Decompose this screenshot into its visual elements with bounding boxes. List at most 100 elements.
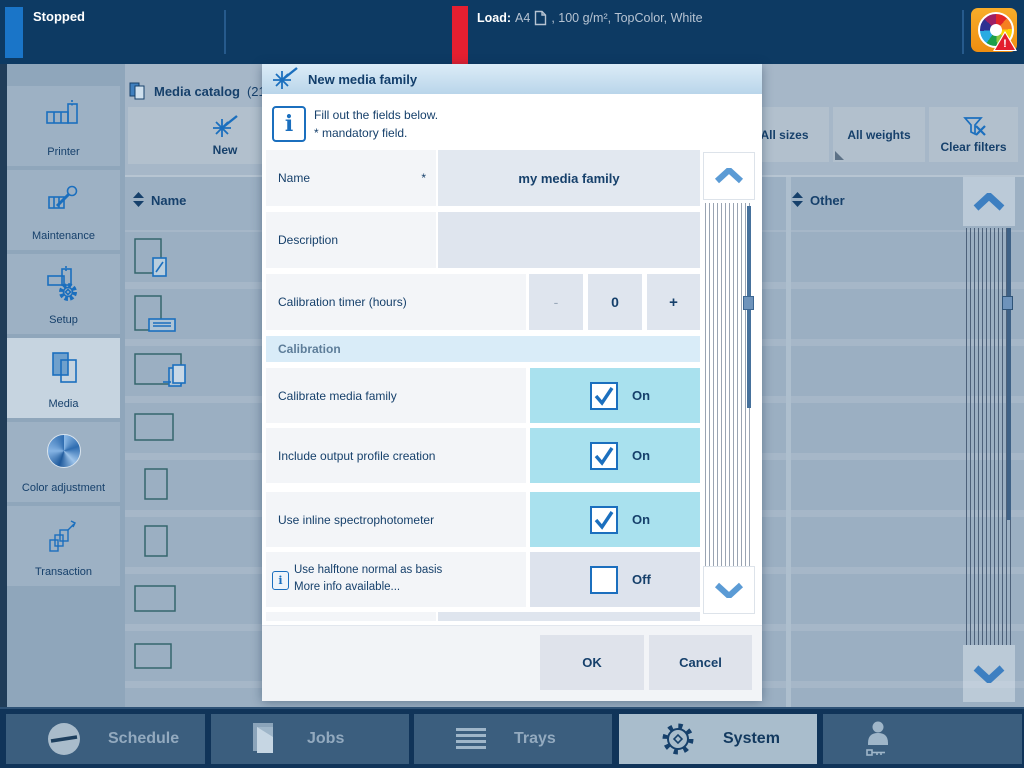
sidebar-edge [0,64,7,707]
sidebar-item-transaction[interactable]: Transaction [7,506,120,586]
sidebar-label: Maintenance [32,230,95,242]
load-info: Load: A4 , 100 g/m², TopColor, White [477,10,703,26]
load-alert-bar [452,6,468,64]
description-field-label: Description [266,212,436,268]
partial-row-label [266,612,436,621]
dropdown-corner-mark [835,151,844,160]
dialog-scrollbar-track[interactable] [705,203,753,566]
dialog-instruction: Fill out the fields below. [314,108,439,122]
color-adjustment-icon [7,434,120,468]
color-status-logo[interactable]: ! [971,8,1017,52]
sort-icon [133,192,144,207]
filter-label: All weights [847,127,911,142]
column-header-name[interactable]: Name [133,192,186,208]
name-field-value[interactable]: my media family [438,150,700,206]
status-accent-bar [5,7,23,58]
checkbox-checked[interactable] [590,506,618,534]
toggle-label-halftone-normal: i Use halftone normal as basis More info… [266,552,526,607]
user-login-button[interactable] [823,714,1022,764]
transaction-icon [7,518,120,554]
topbar-divider [224,10,226,54]
tab-schedule[interactable]: Schedule [6,714,205,764]
timer-decrement-button[interactable]: - [529,274,583,330]
table-scrollbar-thumb[interactable] [1007,228,1011,520]
check-icon [594,447,614,466]
chevron-up-icon [973,192,1005,211]
gear-icon [662,723,694,755]
tab-system[interactable]: System [619,714,817,764]
toggle-include-output-profile[interactable]: On [530,428,700,483]
load-media: A4 [515,11,531,25]
sidebar-item-printer[interactable]: Printer [7,86,120,166]
printer-icon [7,98,120,134]
media-type-icon-landscape [133,642,181,679]
timer-increment-button[interactable]: + [647,274,700,330]
toggle-inline-spectrophotometer[interactable]: On [530,492,700,547]
toggle-label-calibrate-media-family: Calibrate media family [266,368,526,423]
new-icon [213,114,238,137]
bottom-navigation-bar: Schedule Jobs Trays [0,707,1024,768]
mandatory-asterisk: * [421,171,426,185]
clear-filters-button[interactable]: Clear filters [929,107,1018,162]
maintenance-icon [7,182,120,218]
partial-row-value [438,612,700,621]
user-login-icon [866,721,888,756]
media-type-icon-letterhead [133,295,181,342]
toggle-calibrate-media-family[interactable]: On [530,368,700,423]
printer-status-text: Stopped [33,9,85,24]
column-label: Other [810,192,845,208]
tab-label: Jobs [307,730,345,747]
setup-icon [7,266,120,302]
tab-jobs[interactable]: Jobs [211,714,409,764]
toggle-halftone-normal[interactable]: Off [530,552,700,607]
toggle-label-include-output-profile: Include output profile creation [266,428,526,483]
info-icon[interactable]: i [272,571,289,590]
color-wheel-icon [978,12,1014,48]
filter-all-weights-button[interactable]: All weights [833,107,925,162]
media-catalog-icon [129,82,145,100]
chevron-down-icon [714,582,744,598]
dialog-scroll-up-button[interactable] [703,152,755,200]
dialog-scrollbar-grip[interactable] [743,296,754,310]
checkbox-unchecked[interactable] [590,566,618,594]
timer-value: 0 [588,274,642,330]
field-label: Name [278,171,311,185]
filter-label: All sizes [760,127,809,142]
more-info-link[interactable]: More info available... [294,581,401,593]
sidebar-item-media[interactable]: Media [7,338,120,418]
name-field-label: Name * [266,150,436,206]
table-scrollbar-grip[interactable] [1002,296,1013,310]
description-field-value[interactable] [438,212,700,268]
toggle-state: On [632,448,651,463]
table-scroll-up-button[interactable] [963,177,1015,226]
media-type-icon-tabs [133,352,193,399]
info-icon: i [272,106,306,142]
sidebar-item-color-adjustment[interactable]: Color adjustment [7,422,120,502]
column-divider [786,177,791,707]
dialog-scroll-down-button[interactable] [703,566,755,614]
tab-trays[interactable]: Trays [414,714,612,764]
sidebar-label: Setup [49,314,78,326]
table-scroll-down-button[interactable] [963,645,1015,702]
topbar-divider-right [962,10,964,54]
new-icon [273,67,298,89]
table-scrollbar-track[interactable] [966,228,1012,645]
tab-label: System [723,730,780,747]
checkbox-checked[interactable] [590,442,618,470]
tab-label: Schedule [108,730,180,747]
sidebar-label: Transaction [34,566,93,578]
media-type-icon-portrait [143,524,173,569]
checkbox-checked[interactable] [590,382,618,410]
sidebar-item-maintenance[interactable]: Maintenance [7,170,120,250]
sidebar-item-setup[interactable]: Setup [7,254,120,334]
load-details: , 100 g/m², TopColor, White [551,11,703,25]
cancel-button[interactable]: Cancel [649,635,752,690]
chevron-down-icon [973,664,1005,683]
sidebar-label: Printer [47,146,80,158]
column-header-other[interactable]: Other [792,192,845,208]
ok-button[interactable]: OK [540,635,644,690]
toggle-state: On [632,388,651,403]
clear-filters-icon [962,116,986,136]
media-icon [7,350,120,388]
